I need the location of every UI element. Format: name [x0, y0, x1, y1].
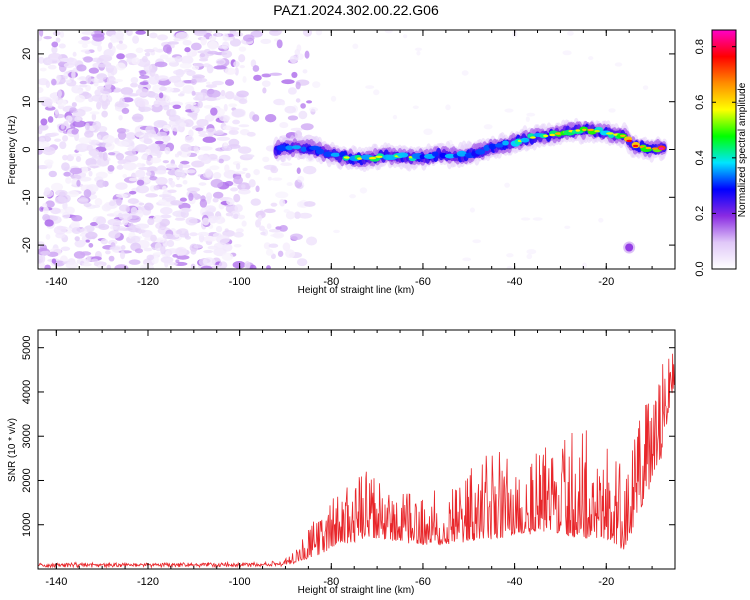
- snr-series-line: [38, 353, 675, 569]
- top-ytick-label: -10: [21, 189, 33, 205]
- heatmap-layer: [38, 30, 668, 269]
- bottom-xtick-label: -40: [507, 576, 523, 588]
- top-xtick-label: -100: [229, 276, 251, 288]
- colorbar-label: Normalized spectral amplitude: [737, 82, 748, 217]
- colorbar-tick-label: 0.6: [694, 95, 706, 110]
- colorbar-frame: [711, 29, 737, 270]
- bottom-ylabel: SNR (10 * v/v): [7, 418, 18, 482]
- top-xtick-label: -140: [45, 276, 67, 288]
- bottom-axes: -140 -120 -100 -80 -60 -40 -20 1000 2000 3000 4000…: [21, 330, 676, 588]
- top-ytick-label: 20: [21, 48, 33, 60]
- snr-line-layer: [38, 353, 675, 569]
- colorbar-tick-label: 0.2: [694, 206, 706, 221]
- top-ylabel: Frequency (Hz): [7, 116, 18, 185]
- bottom-xtick-label: -100: [229, 576, 251, 588]
- colorbar-axis: 0.0 0.2 0.4 0.6 0.8: [694, 39, 736, 277]
- bottom-xtick-label: -60: [415, 576, 431, 588]
- bottom-xtick-label: -120: [137, 576, 159, 588]
- top-ytick-label: 0: [21, 146, 33, 152]
- bottom-xtick-label: -80: [323, 576, 339, 588]
- top-xlabel: Height of straight line (km): [298, 285, 415, 296]
- top-xtick-label: -20: [598, 276, 614, 288]
- top-xtick-label: -120: [137, 276, 159, 288]
- bottom-xtick-label: -140: [45, 576, 67, 588]
- top-xtick-label: -40: [507, 276, 523, 288]
- top-xtick-label: -60: [415, 276, 431, 288]
- top-ytick-label: 10: [21, 96, 33, 108]
- bottom-ytick-label: 2000: [21, 468, 33, 492]
- chart-title: PAZ1.2024.302.00.22.G06: [273, 2, 439, 18]
- bottom-ytick-label: 5000: [21, 335, 33, 359]
- bottom-ytick-label: 4000: [21, 380, 33, 404]
- bottom-xtick-label: -20: [598, 576, 614, 588]
- top-xtick-label: -80: [323, 276, 339, 288]
- bottom-xlabel: Height of straight line (km): [298, 585, 415, 596]
- colorbar: [712, 30, 736, 269]
- top-ytick-label: -20: [21, 237, 33, 253]
- colorbar-tick-label: 0.8: [694, 39, 706, 54]
- colorbar-tick-label: 0.4: [694, 150, 706, 165]
- bottom-ytick-label: 3000: [21, 424, 33, 448]
- bottom-plot-frame: [37, 329, 676, 570]
- colorbar-tick-label: 0.0: [694, 261, 706, 276]
- bottom-ytick-label: 1000: [21, 512, 33, 536]
